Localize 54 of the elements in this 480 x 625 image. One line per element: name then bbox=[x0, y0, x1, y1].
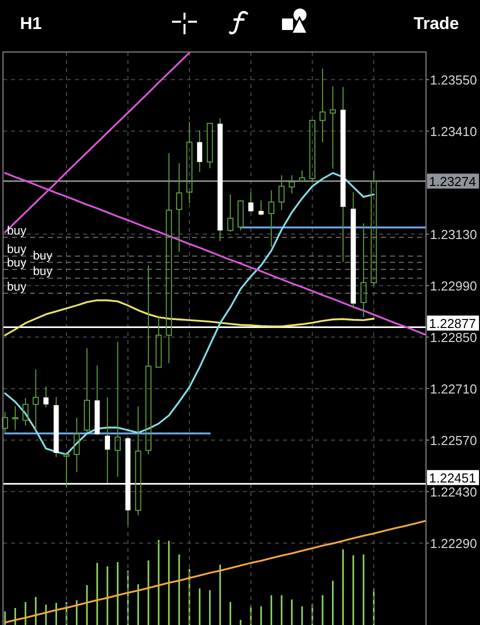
text: Trade bbox=[414, 14, 459, 33]
candlestick bbox=[156, 316, 162, 368]
line-series bbox=[4, 299, 375, 336]
candlestick bbox=[320, 68, 326, 143]
candlestick bbox=[166, 152, 172, 364]
candlestick bbox=[340, 86, 346, 263]
candlestick bbox=[299, 170, 306, 182]
candlestick bbox=[43, 386, 49, 408]
y-tick-label: 1.23410 bbox=[430, 124, 477, 139]
y-tick-label: 1.22290 bbox=[430, 536, 477, 551]
candlestick bbox=[268, 190, 274, 248]
candlestick bbox=[350, 192, 356, 309]
y-tick-label: 1.22850 bbox=[430, 330, 477, 345]
candlestick bbox=[32, 368, 39, 431]
y-tick-label: 1.22430 bbox=[430, 484, 477, 500]
candlestick bbox=[135, 406, 142, 516]
candlestick bbox=[288, 174, 295, 194]
ref-line-label: buy bbox=[33, 264, 52, 278]
candlestick bbox=[176, 162, 182, 253]
candlestick bbox=[278, 174, 285, 211]
candlestick bbox=[218, 118, 223, 242]
ref-line-label: buy bbox=[7, 242, 26, 256]
candlestick bbox=[145, 264, 152, 455]
ref-line-label: 1.22451 bbox=[429, 470, 476, 486]
ref-line-label: buy bbox=[7, 279, 26, 294]
candlestick bbox=[84, 348, 90, 433]
candlestick bbox=[94, 364, 100, 436]
candlestick bbox=[330, 86, 336, 170]
candlestick bbox=[12, 406, 18, 431]
line-series bbox=[4, 520, 426, 624]
y-tick-label: 1.22570 bbox=[430, 432, 477, 448]
ref-line-label: buy bbox=[7, 255, 26, 270]
candlestick bbox=[227, 194, 234, 232]
candlestick bbox=[360, 222, 367, 318]
ref-line-label: buy bbox=[7, 223, 26, 238]
y-tick-label: 1.23550 bbox=[430, 72, 477, 88]
candlestick bbox=[54, 396, 59, 458]
candlestick bbox=[22, 398, 29, 426]
line-series bbox=[4, 172, 375, 456]
candlestick bbox=[114, 341, 121, 478]
candlestick bbox=[63, 452, 70, 488]
candlestick bbox=[186, 121, 192, 204]
ref-line-label: 1.22877 bbox=[429, 316, 476, 331]
candlestick bbox=[258, 200, 264, 215]
candlestick bbox=[197, 130, 202, 172]
candlestick bbox=[2, 412, 8, 433]
chart-title: H1 bbox=[20, 14, 42, 33]
candlestick bbox=[74, 417, 80, 473]
candlestick bbox=[370, 170, 377, 286]
ref-line-label: 1.23274 bbox=[429, 174, 476, 189]
y-tick-label: 1.23130 bbox=[430, 226, 477, 242]
ref-line-label: buy bbox=[33, 248, 52, 262]
y-tick-label: 1.22990 bbox=[430, 278, 477, 294]
y-tick-label: 1.22710 bbox=[430, 381, 477, 396]
